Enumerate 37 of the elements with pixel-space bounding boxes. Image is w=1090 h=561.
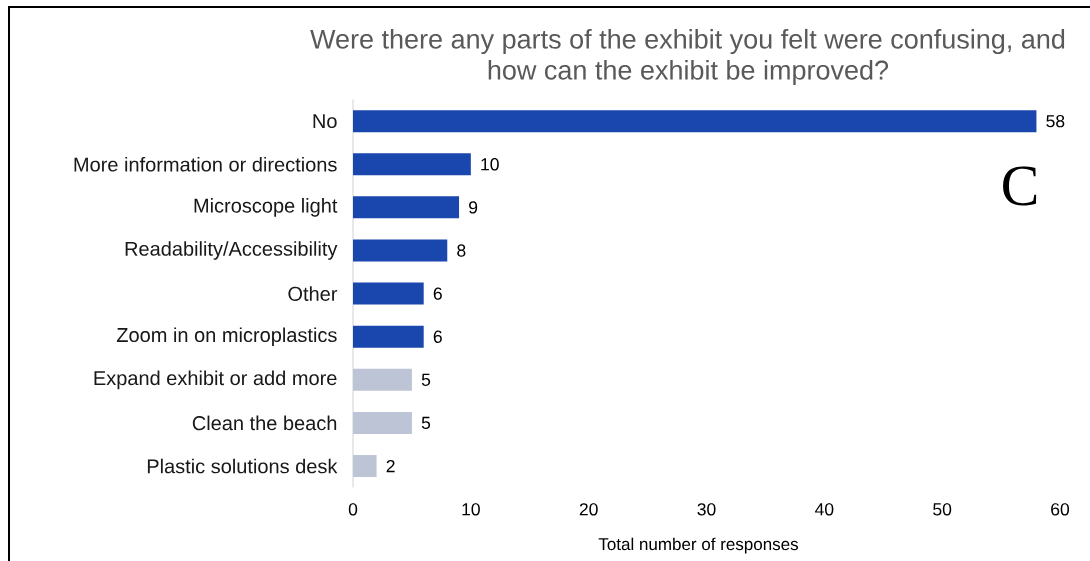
data-label: 2 — [386, 459, 395, 473]
bar — [353, 455, 377, 478]
data-label: 10 — [481, 158, 499, 171]
y-tick-label: Clean the beach — [192, 415, 337, 431]
y-tick-label: No — [313, 114, 337, 129]
x-tick-label: 30 — [697, 503, 716, 516]
data-label: 58 — [1046, 114, 1065, 128]
x-tick-label: 40 — [815, 503, 834, 516]
x-tick-label: 50 — [933, 503, 952, 516]
data-label: 5 — [421, 373, 431, 386]
data-label: 5 — [421, 416, 431, 430]
bar — [353, 110, 1037, 133]
x-tick-label: 10 — [462, 503, 480, 516]
bar — [353, 239, 448, 262]
data-label: 6 — [433, 330, 442, 343]
x-tick-label: 60 — [1051, 503, 1070, 516]
data-label: 9 — [469, 201, 478, 214]
data-label: 6 — [433, 287, 442, 300]
chart-title: Were there any parts of the exhibit you felt were confusing, and how can the exhibit be improved? — [310, 28, 1065, 86]
y-tick-label: Expand exhibit or add more — [94, 370, 337, 390]
data-label: 8 — [457, 244, 466, 257]
y-tick-label: Readability/Accessibility — [125, 241, 338, 260]
y-tick-label: Other — [288, 286, 338, 301]
x-tick-label: 0 — [348, 503, 358, 516]
bar — [353, 282, 424, 305]
bar — [353, 153, 471, 176]
annotation: C — [1003, 166, 1037, 206]
y-tick-label: Microscope light — [194, 198, 338, 217]
bar — [353, 196, 460, 219]
y-tick-label: More information or directions — [74, 156, 337, 172]
y-tick-label: Plastic solutions desk — [147, 458, 338, 474]
bar — [353, 368, 412, 391]
bar — [353, 411, 412, 434]
x-axis-title: Total number of responses — [598, 537, 799, 554]
y-tick-label: Zoom in on microplastics — [116, 327, 337, 347]
x-tick-label: 20 — [579, 503, 598, 516]
bar — [353, 325, 424, 348]
